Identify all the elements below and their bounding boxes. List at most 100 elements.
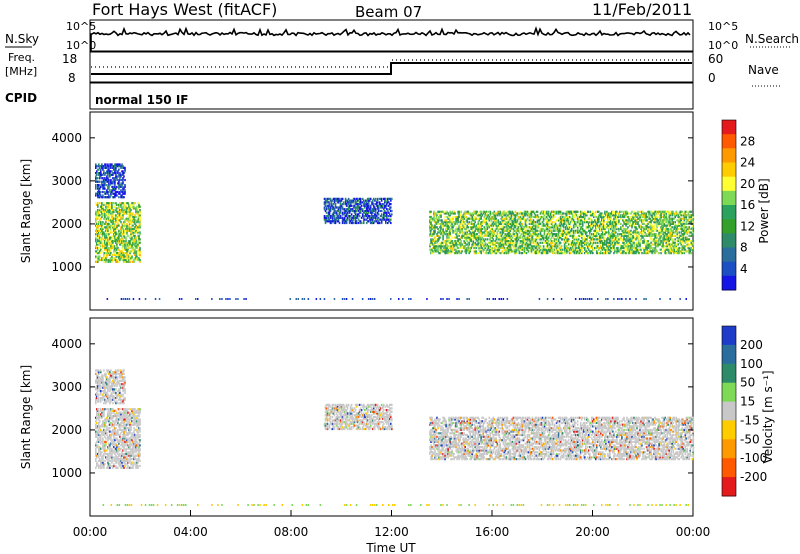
range-gate-cell — [101, 163, 103, 166]
range-gate-cell — [521, 243, 524, 246]
range-gate-cell — [337, 216, 340, 219]
range-gate-cell — [471, 222, 473, 225]
range-gate-cell — [594, 238, 596, 241]
range-gate-cell — [591, 219, 593, 222]
range-gate-cell — [137, 238, 139, 241]
range-gate-cell — [376, 199, 379, 202]
range-gate-cell — [480, 221, 482, 224]
range-gate-cell — [99, 238, 101, 241]
range-gate-cell — [537, 215, 540, 219]
range-gate-cell — [611, 231, 613, 234]
range-gate-cell — [494, 224, 497, 227]
range-gate-cell — [374, 209, 377, 213]
beam-label: Beam 07 — [355, 3, 422, 21]
range-gate-cell — [436, 248, 438, 251]
range-gate-cell — [624, 245, 626, 248]
range-gate-cell — [480, 240, 482, 243]
range-gate-cell — [136, 226, 138, 229]
range-gate-cell — [434, 219, 436, 222]
range-gate-cell — [552, 214, 555, 217]
range-gate-cell — [500, 243, 503, 246]
range-gate-cell — [97, 196, 99, 199]
range-gate-cell — [656, 221, 658, 224]
range-gate-cell — [507, 248, 510, 251]
range-gate-cell — [106, 214, 108, 217]
range-gate-cell — [579, 226, 582, 229]
range-gate-cell — [114, 177, 116, 180]
range-gate-cell — [460, 246, 462, 250]
range-gate-cell — [618, 215, 620, 219]
range-gate-cell — [334, 221, 337, 225]
range-gate-cell — [456, 217, 458, 220]
range-gate-cell — [120, 165, 122, 168]
range-gate-cell — [494, 212, 497, 215]
range-gate-cell — [334, 204, 337, 207]
range-gate-cell — [632, 214, 634, 217]
range-gate-cell — [472, 245, 474, 248]
range-gate-cell — [108, 260, 110, 263]
range-gate-cell — [469, 248, 471, 251]
range-gate-cell — [469, 231, 471, 234]
range-gate-cell — [376, 197, 379, 200]
range-gate-cell — [432, 243, 434, 246]
range-gate-cell — [595, 243, 597, 246]
range-gate-cell — [125, 210, 127, 213]
range-gate-cell — [106, 217, 108, 220]
range-gate-cell — [493, 217, 496, 220]
range-gate-cell — [616, 236, 618, 239]
range-gate-cell — [486, 243, 489, 246]
range-gate-cell — [627, 226, 629, 229]
range-gate-cell — [530, 241, 533, 244]
range-gate-cell — [554, 233, 557, 236]
range-gate-cell — [95, 214, 97, 217]
range-gate-cell — [501, 212, 504, 215]
range-gate-cell — [463, 234, 465, 237]
range-gate-cell — [110, 224, 112, 227]
range-gate-cell — [113, 234, 115, 237]
range-gate-cell — [502, 226, 505, 229]
range-gate-cell — [122, 190, 124, 194]
range-gate-cell — [655, 236, 657, 239]
range-gate-cell — [487, 214, 490, 217]
range-gate-cell — [362, 220, 365, 223]
range-gate-cell — [519, 236, 522, 239]
range-gate-cell — [100, 217, 102, 220]
range-gate-cell — [366, 209, 369, 213]
range-gate-cell — [100, 173, 102, 176]
range-gate-cell — [95, 166, 97, 169]
range-gate-cell — [558, 233, 561, 236]
range-gate-cell — [355, 201, 358, 204]
range-gate-cell — [645, 215, 647, 219]
range-gate-cell — [480, 212, 482, 215]
range-gate-cell — [554, 229, 557, 232]
range-gate-cell — [346, 204, 349, 207]
range-gate-cell — [346, 218, 349, 221]
range-gate-cell — [126, 243, 128, 246]
range-gate-cell — [430, 219, 432, 222]
range-gate-cell — [597, 219, 599, 222]
range-gate-cell — [601, 240, 603, 243]
range-gate-cell — [633, 210, 635, 213]
range-gate-cell — [327, 215, 330, 218]
range-gate-cell — [567, 240, 570, 243]
range-gate-cell — [564, 241, 567, 244]
range-gate-cell — [95, 163, 97, 166]
range-gate-cell — [611, 226, 613, 229]
range-gate-cell — [556, 227, 559, 231]
range-gate-cell — [120, 185, 122, 188]
range-gate-cell — [447, 245, 449, 248]
range-gate-cell — [339, 206, 342, 209]
range-gate-cell — [114, 185, 116, 188]
range-gate-cell — [467, 217, 469, 220]
range-gate-cell — [613, 226, 615, 229]
range-gate-cell — [452, 215, 454, 219]
range-gate-cell — [492, 240, 495, 243]
range-gate-cell — [650, 238, 652, 241]
range-gate-cell — [112, 192, 114, 195]
range-gate-cell — [653, 227, 655, 231]
range-gate-cell — [597, 231, 599, 234]
range-gate-cell — [547, 240, 550, 243]
range-gate-cell — [110, 257, 112, 260]
range-gate-cell — [390, 197, 392, 200]
range-gate-cell — [349, 199, 352, 202]
